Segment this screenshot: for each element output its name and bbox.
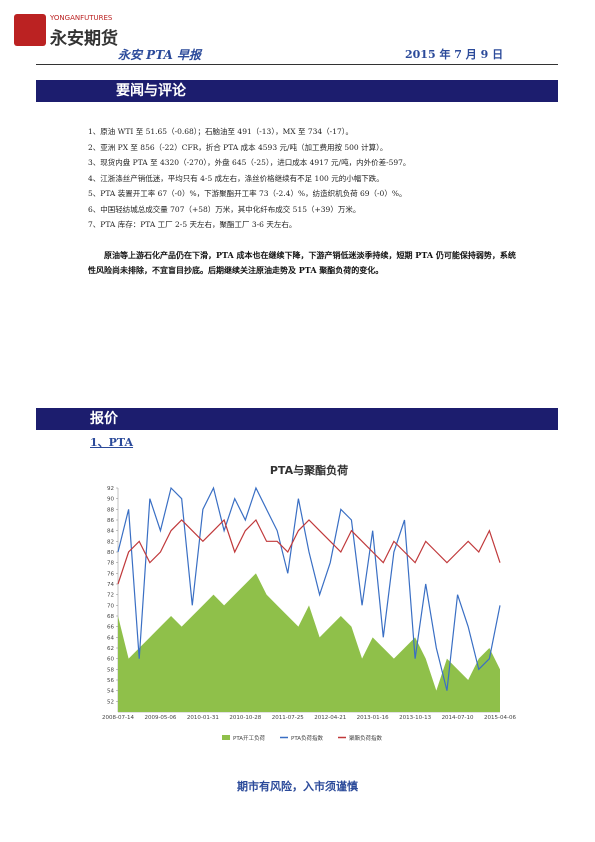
y-tick-label: 84 <box>107 529 114 535</box>
footer: 期市有风险，入市须谨慎 <box>237 780 358 793</box>
y-tick-label: 58 <box>107 667 114 673</box>
y-tick-label: 76 <box>107 571 114 577</box>
news-item: 5、PTA 装置开工率 67（-0）%，下游聚酯开工率 73（-2.4）%，纺造… <box>88 189 407 198</box>
news-item: 2、亚洲 PX 至 856（-22）CFR，折合 PTA 成本 4593 元/吨… <box>88 142 388 152</box>
x-tick-label: 2008-07-14 <box>102 715 134 721</box>
chart-title: PTA与聚酯负荷 <box>270 463 348 477</box>
x-tick-label: 2009-05-06 <box>144 715 176 721</box>
section-title: 要闻与评论 <box>116 83 186 99</box>
y-tick-label: 64 <box>107 635 114 641</box>
y-tick-label: 88 <box>107 507 114 513</box>
y-tick-label: 54 <box>107 689 114 695</box>
news-item: 7、PTA 库存：PTA 工厂 2-5 天左右，聚酯工厂 3-6 天左右。 <box>88 220 297 229</box>
legend-label: 聚酯负荷指数 <box>349 734 383 742</box>
news-item: 3、现货内盘 PTA 至 4320（-270），外盘 645（-25），进口成本… <box>88 158 411 167</box>
y-tick-label: 70 <box>107 603 114 609</box>
x-tick-label: 2010-01-31 <box>187 715 219 721</box>
y-tick-label: 72 <box>107 593 114 599</box>
logo-icon <box>14 14 46 46</box>
x-tick-label: 2013-10-13 <box>399 715 431 721</box>
section-bar: 报价 <box>36 408 558 430</box>
section-title: 报价 <box>90 411 118 427</box>
line <box>117 486 501 691</box>
news-item: 1、原油 WTI 至 51.65（-0.68）；石脑油至 491（-13），MX… <box>88 127 354 136</box>
legend-swatch <box>222 735 230 740</box>
x-tick-label: 2014-07-10 <box>442 715 474 721</box>
x-tick-label: 2015-04-06 <box>484 715 516 721</box>
y-tick-label: 56 <box>107 678 114 684</box>
y-tick-label: 68 <box>107 614 114 620</box>
logo-en: YONGANFUTURES <box>50 14 113 22</box>
header-rule <box>36 64 558 65</box>
y-tick-label: 60 <box>107 657 114 663</box>
doc-title: 永安 PTA 早报 <box>118 48 201 62</box>
section-bar: 要闻与评论 <box>36 80 558 102</box>
x-tick-label: 2013-01-16 <box>357 715 389 721</box>
y-tick-label: 82 <box>107 539 114 545</box>
news-item: 4、江浙涤丝产销低迷，平均只有 4-5 成左右，涤丝价格继续有不足 100 元的… <box>88 173 384 183</box>
x-tick-label: 2010-10-28 <box>229 715 261 721</box>
x-tick-label: 2011-07-25 <box>272 715 304 721</box>
legend-label: PTA负荷指数 <box>291 734 324 742</box>
subsection: 1、PTA <box>90 436 134 449</box>
logo-cn: 永安期货 <box>50 29 118 49</box>
y-tick-label: 78 <box>107 561 114 567</box>
area <box>118 573 500 712</box>
x-tick-label: 2012-04-21 <box>314 715 346 721</box>
y-tick-label: 92 <box>107 486 114 492</box>
line <box>117 518 501 585</box>
y-tick-label: 86 <box>107 518 114 524</box>
y-tick-label: 66 <box>107 625 114 631</box>
news-item: 6、中国轻纺城总成交量 707（+58）万米，其中化纤布成交 515（+39）万… <box>88 204 361 214</box>
y-tick-label: 62 <box>107 646 114 652</box>
comment: 原油等上游石化产品仍在下滑，PTA 成本也在继续下降，下游产销低迷淡季持续，短期… <box>88 250 516 275</box>
y-tick-label: 90 <box>107 497 114 503</box>
y-tick-label: 74 <box>107 582 114 588</box>
y-tick-label: 52 <box>107 699 114 705</box>
y-tick-label: 80 <box>107 550 114 556</box>
doc-date: 2015 年 7 月 9 日 <box>405 48 504 61</box>
legend-label: PTA开工负荷 <box>233 734 266 742</box>
